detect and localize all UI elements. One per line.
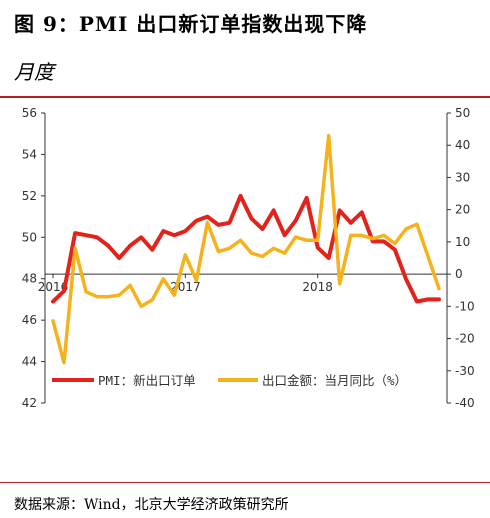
legend-label-export: 出口金额：当月同比（%） [262, 373, 407, 388]
source-note: 数据来源：Wind，北京大学经济政策研究所 [14, 497, 289, 513]
chart-title: 图 9：PMI 出口新订单指数出现下降 [14, 12, 368, 36]
right-axis-tick-label: 40 [455, 138, 470, 152]
right-axis-tick-label: -20 [455, 332, 475, 346]
chart-subtitle: 月度 [14, 60, 54, 84]
left-axis-tick-label: 56 [22, 106, 37, 120]
top-rule [0, 96, 490, 98]
left-axis-tick-label: 52 [22, 189, 37, 203]
right-axis-tick-label: 20 [455, 203, 470, 217]
right-axis-tick-label: -40 [455, 396, 475, 410]
left-axis-tick-label: 54 [22, 147, 37, 161]
right-axis-tick-label: 50 [455, 106, 470, 120]
right-axis-tick-label: -30 [455, 364, 475, 378]
legend-label-pmi: PMI：新出口订单 [98, 373, 196, 388]
x-axis-tick-label: 2016 [38, 280, 69, 294]
chart-legend: PMI：新出口订单 出口金额：当月同比（%） [52, 373, 407, 388]
left-axis-tick-label: 46 [22, 313, 37, 327]
bottom-rule [0, 482, 490, 483]
right-axis-tick-label: 0 [455, 267, 463, 281]
left-axis-tick-label: 50 [22, 230, 37, 244]
series-line-pmi-export-orders [51, 193, 441, 304]
right-axis-tick-label: 30 [455, 170, 470, 184]
left-axis-tick-label: 44 [22, 355, 37, 369]
series-line-export-yoy [51, 133, 441, 365]
right-axis-tick-label: -10 [455, 299, 475, 313]
x-axis-tick-label: 2018 [302, 280, 333, 294]
left-axis-tick-label: 48 [22, 272, 37, 286]
left-axis-tick-label: 42 [22, 396, 37, 410]
right-axis-tick-label: 10 [455, 235, 470, 249]
chart-axes: 42 44 46 48 50 52 54 56 -40 -30 -20 -10 0 10 20 30 40 50 2… [22, 106, 475, 410]
chart-series [51, 133, 441, 365]
